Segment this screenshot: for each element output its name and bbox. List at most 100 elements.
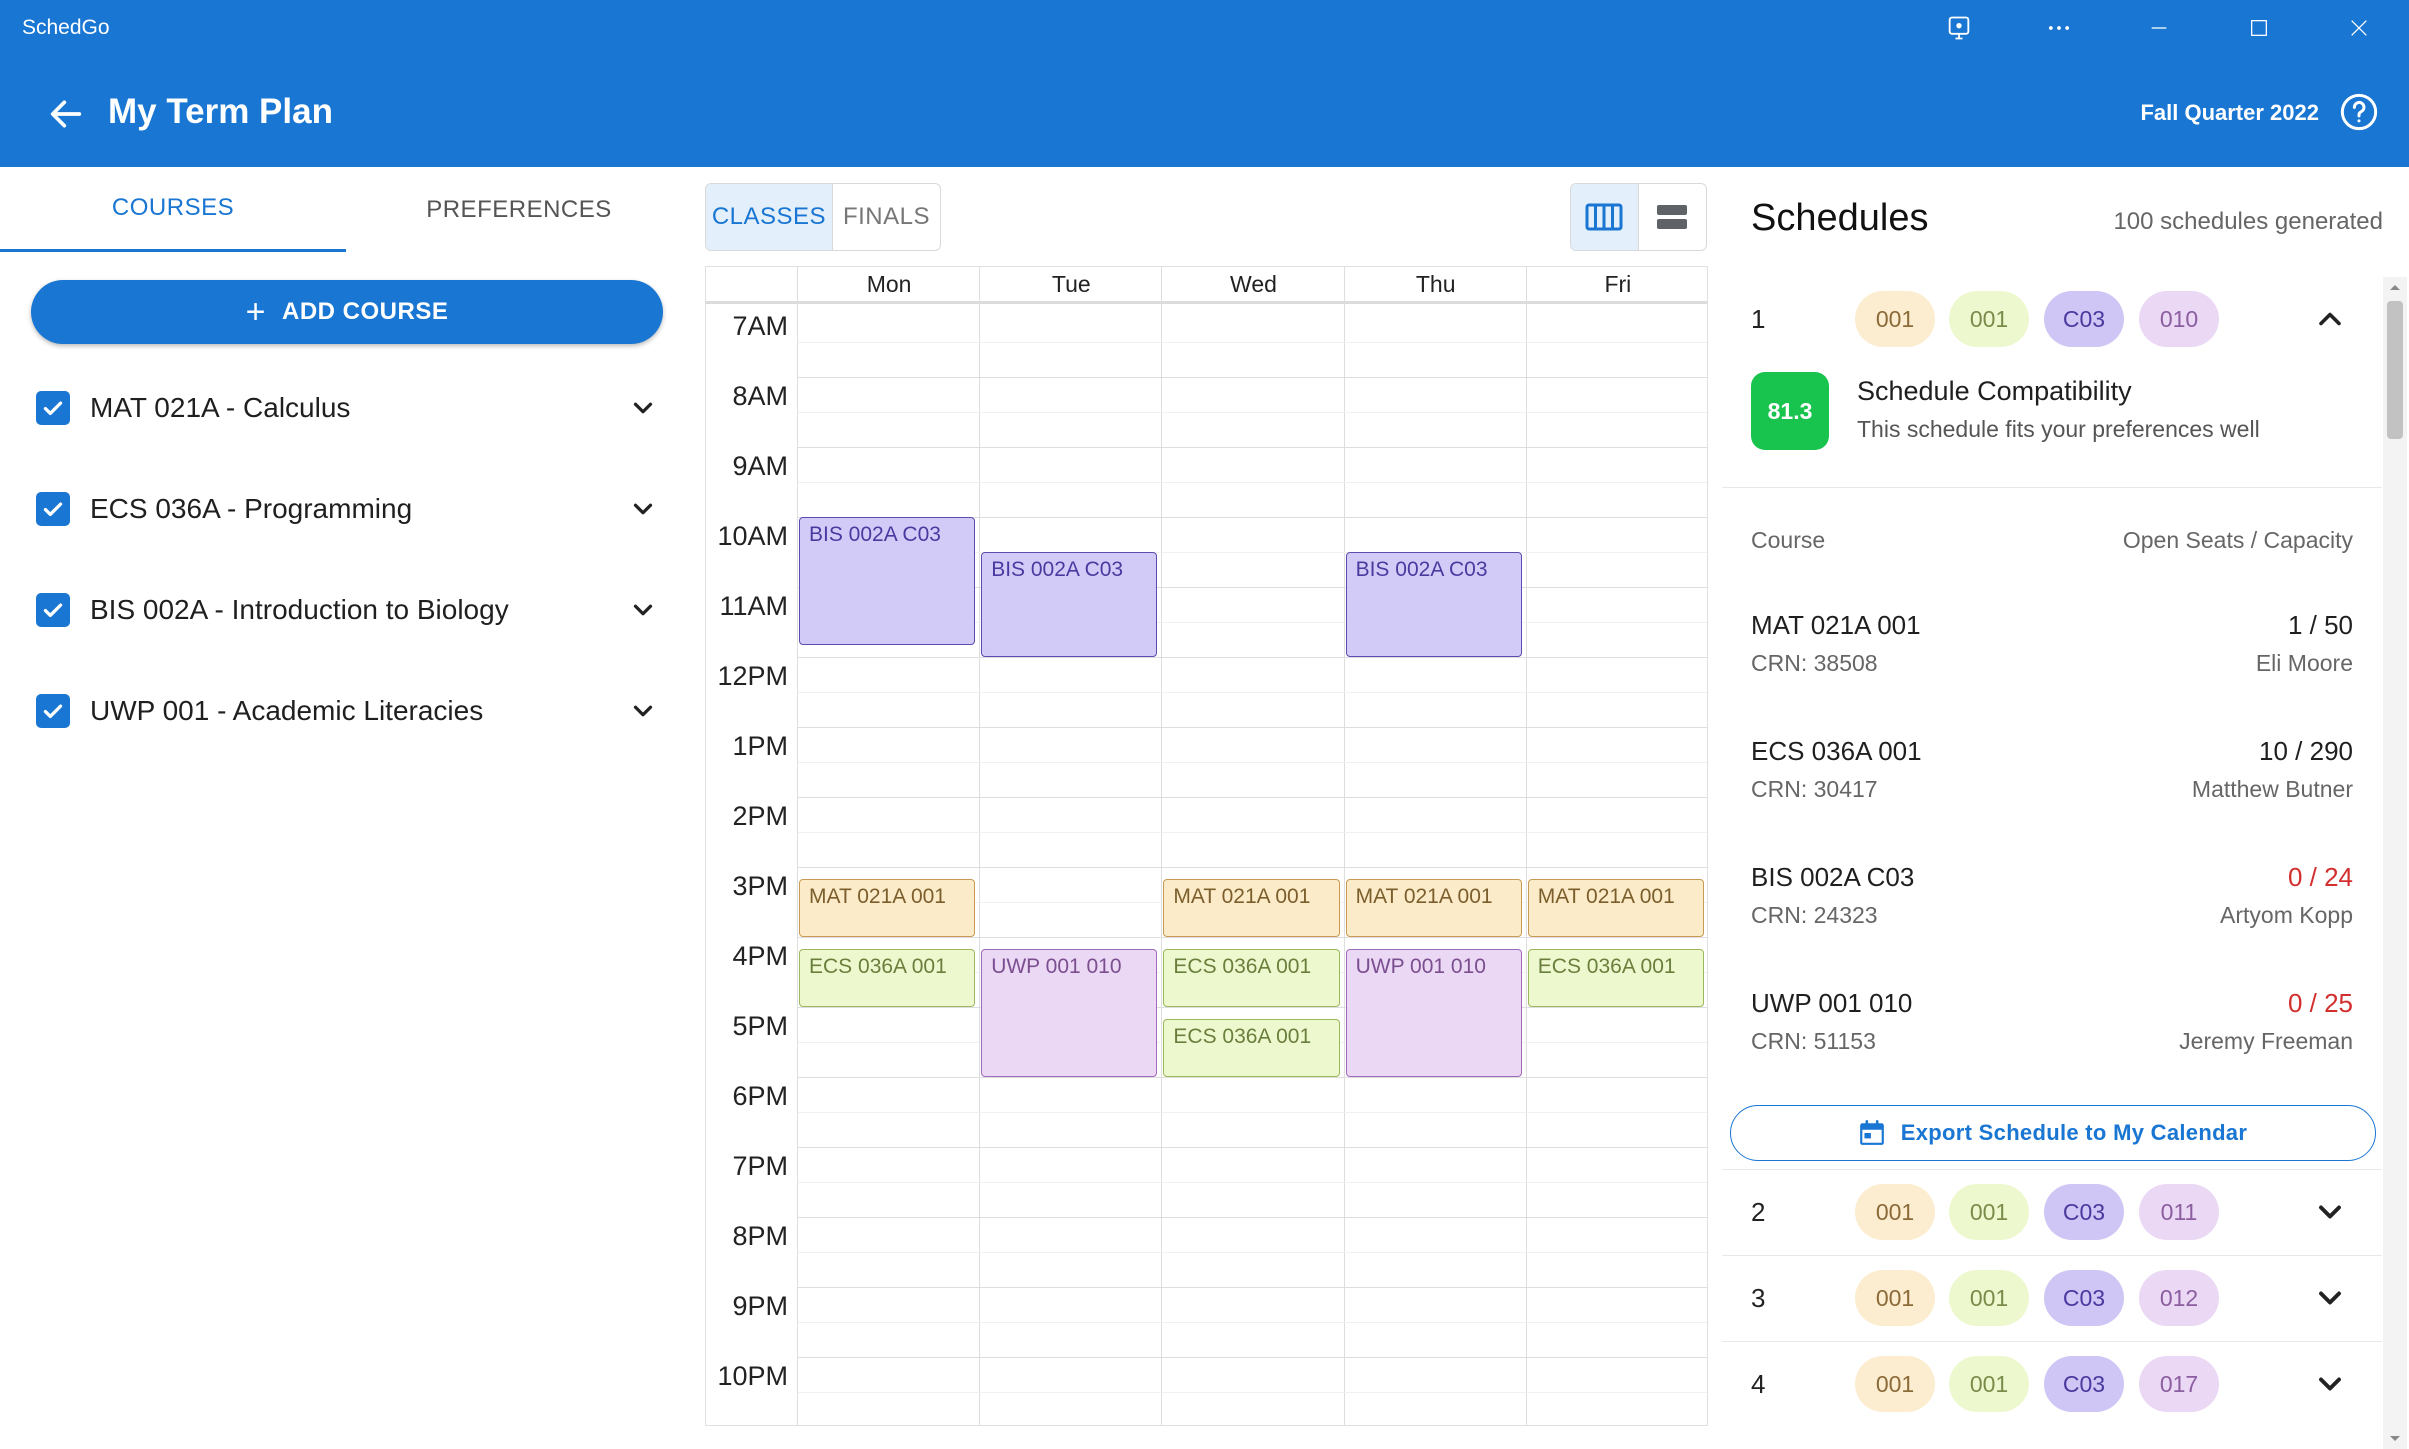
course-item[interactable]: UWP 001 - Academic Literacies	[36, 681, 666, 741]
course-crn: CRN: 51153	[1751, 1028, 1876, 1054]
back-arrow-icon[interactable]	[46, 94, 86, 134]
expand-chevron-icon[interactable]	[628, 696, 658, 726]
schedule-row-4[interactable]: 4 001 001 C03 017	[1722, 1342, 2382, 1426]
class-event[interactable]: ECS 036A 001	[1163, 1018, 1340, 1077]
course-item[interactable]: ECS 036A - Programming	[36, 479, 666, 539]
scrollbar-thumb[interactable]	[2387, 301, 2403, 439]
courses-panel: COURSES PREFERENCES + ADD COURSE MAT 021…	[0, 167, 692, 1449]
section-chip: 001	[1855, 1184, 1935, 1240]
time-label: 9PM	[732, 1291, 788, 1321]
hour-line	[798, 867, 1707, 868]
section-chip: 001	[1949, 1184, 2029, 1240]
class-event[interactable]: BIS 002A C03	[981, 552, 1158, 657]
course-checkbox[interactable]	[36, 593, 70, 627]
column-course: Course	[1751, 527, 1826, 553]
export-label: Export Schedule to My Calendar	[1900, 1120, 2248, 1145]
class-event[interactable]: ECS 036A 001	[1527, 948, 1704, 1007]
list-rows-icon[interactable]	[1639, 184, 1707, 250]
tab-classes[interactable]: CLASSES	[706, 184, 833, 250]
collapse-chevron-up-icon[interactable]	[2312, 301, 2348, 337]
time-label: 7AM	[732, 311, 788, 341]
schedule-course-row: UWP 001 010 CRN: 51153 0 / 25 Jeremy Freema…	[1751, 988, 2353, 1068]
half-hour-line	[798, 1112, 1707, 1113]
cast-icon[interactable]	[1909, 0, 2009, 56]
tab-finals[interactable]: FINALS	[842, 203, 930, 230]
half-hour-line	[798, 482, 1707, 483]
time-label: 12PM	[717, 661, 788, 691]
minimize-icon[interactable]	[2109, 0, 2209, 56]
class-event[interactable]: MAT 021A 001	[1345, 878, 1522, 937]
hour-line	[798, 517, 1707, 518]
class-event[interactable]: UWP 001 010	[1345, 948, 1522, 1077]
section-chip: 001	[1855, 1270, 1935, 1326]
seats-capacity: 1 / 50	[2287, 610, 2353, 640]
schedules-scrollbar[interactable]	[2383, 277, 2407, 1449]
class-event[interactable]: UWP 001 010	[981, 948, 1158, 1077]
scroll-down-icon[interactable]	[2383, 1429, 2407, 1449]
class-event[interactable]: MAT 021A 001	[799, 878, 976, 937]
class-event[interactable]: ECS 036A 001	[1163, 948, 1340, 1007]
tab-preferences[interactable]: PREFERENCES	[426, 195, 612, 223]
day-divider	[797, 267, 798, 1425]
class-event[interactable]: ECS 036A 001	[799, 948, 976, 1007]
half-hour-line	[798, 1392, 1707, 1393]
expand-chevron-icon[interactable]	[2312, 1366, 2348, 1402]
hour-line	[798, 1357, 1707, 1358]
more-icon[interactable]	[2009, 0, 2109, 56]
class-event[interactable]: BIS 002A C03	[1345, 552, 1522, 657]
section-chip: 012	[2139, 1270, 2219, 1326]
course-checkbox[interactable]	[36, 694, 70, 728]
tab-courses[interactable]: COURSES	[0, 167, 346, 252]
add-course-button[interactable]: + ADD COURSE	[31, 280, 663, 344]
term-selector[interactable]: Fall Quarter 2022	[2140, 100, 2319, 125]
course-checkbox[interactable]	[36, 391, 70, 425]
schedule-row-1[interactable]: 1 001 001 C03 010	[1722, 277, 2382, 361]
day-header: Mon	[798, 267, 981, 304]
day-divider	[1161, 267, 1163, 1425]
class-event[interactable]: MAT 021A 001	[1163, 878, 1340, 937]
schedule-row-3[interactable]: 3 001 001 C03 012	[1722, 1256, 2382, 1340]
expand-chevron-icon[interactable]	[628, 393, 658, 423]
half-hour-line	[798, 1322, 1707, 1323]
export-calendar-button[interactable]: Export Schedule to My Calendar	[1730, 1105, 2376, 1161]
schedule-number: 1	[1751, 303, 1766, 334]
expand-chevron-icon[interactable]	[628, 595, 658, 625]
half-hour-line	[798, 622, 1707, 623]
compatibility-title: Schedule Compatibility	[1857, 376, 2132, 406]
week-columns-icon[interactable]	[1571, 184, 1639, 250]
maximize-icon[interactable]	[2209, 0, 2309, 56]
section-chip: 001	[1949, 1270, 2029, 1326]
scroll-up-icon[interactable]	[2383, 277, 2407, 297]
expand-chevron-icon[interactable]	[2312, 1280, 2348, 1316]
class-event[interactable]: BIS 002A C03	[799, 517, 976, 646]
course-item[interactable]: BIS 002A - Introduction to Biology	[36, 580, 666, 640]
close-icon[interactable]	[2309, 0, 2409, 56]
time-label: 4PM	[732, 941, 788, 971]
expand-chevron-icon[interactable]	[2312, 1194, 2348, 1230]
schedule-number: 4	[1751, 1368, 1766, 1399]
instructor-name: Matthew Butner	[2191, 776, 2353, 802]
day-header: Tue	[980, 267, 1163, 304]
course-label: ECS 036A - Programming	[90, 493, 413, 524]
section-chip: C03	[2044, 291, 2124, 347]
hour-line	[798, 1077, 1707, 1078]
calendar-icon	[1859, 1120, 1884, 1145]
expand-chevron-icon[interactable]	[628, 494, 658, 524]
hour-line	[798, 587, 1707, 588]
class-event[interactable]: MAT 021A 001	[1527, 878, 1704, 937]
time-label: 11AM	[719, 591, 788, 621]
half-hour-line	[798, 692, 1707, 693]
help-icon[interactable]	[2339, 92, 2379, 132]
day-divider	[979, 267, 981, 1425]
seats-capacity: 0 / 24	[2287, 862, 2353, 892]
hour-line	[798, 1287, 1707, 1288]
window-controls	[1909, 0, 2409, 56]
course-item[interactable]: MAT 021A - Calculus	[36, 378, 666, 438]
course-checkbox[interactable]	[36, 492, 70, 526]
course-section: BIS 002A C03	[1751, 862, 1915, 892]
section-chip: 011	[2139, 1184, 2219, 1240]
section-chip: C03	[2044, 1184, 2124, 1240]
half-hour-line	[798, 552, 1707, 553]
schedule-row-2[interactable]: 2 001 001 C03 011	[1722, 1170, 2382, 1254]
course-label: MAT 021A - Calculus	[90, 392, 351, 423]
